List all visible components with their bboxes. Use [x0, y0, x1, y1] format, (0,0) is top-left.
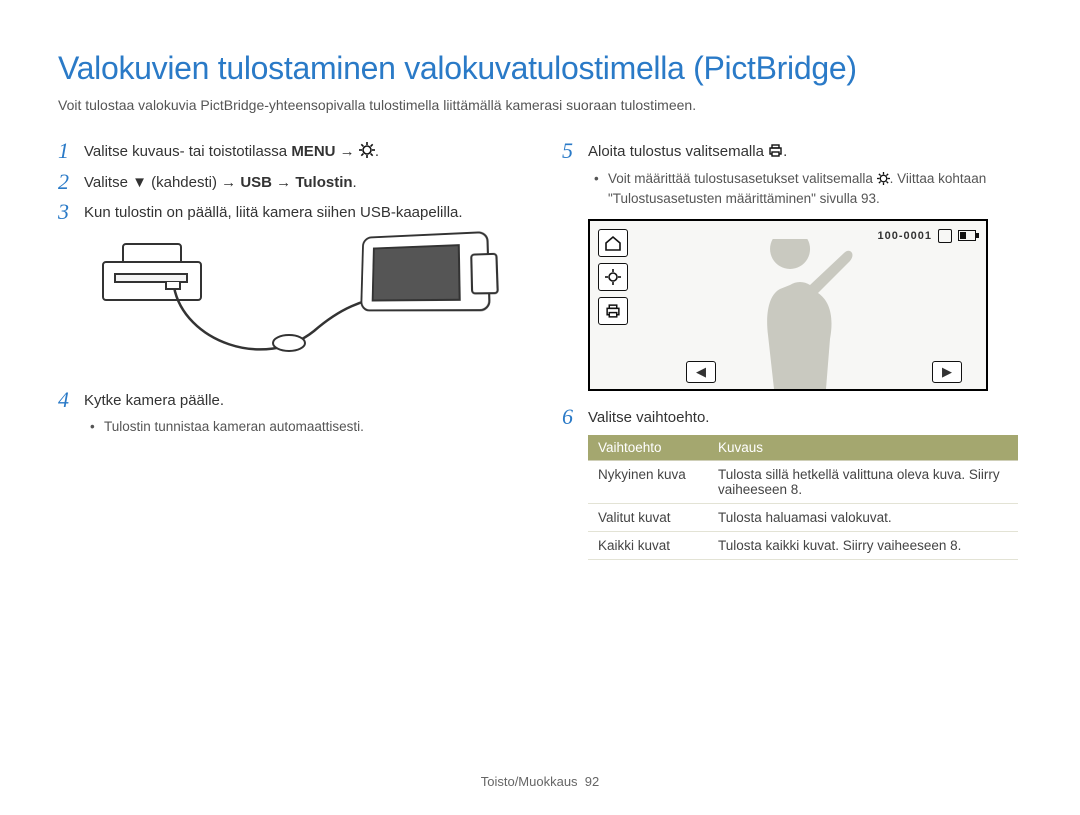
- printer-icon: [768, 143, 783, 164]
- nav-prev-button[interactable]: ◀: [686, 361, 716, 383]
- table-row: Kaikki kuvat Tulosta kaikki kuvat. Siirr…: [588, 531, 1018, 559]
- cell-description: Tulosta kaikki kuvat. Siirry vaiheeseen …: [708, 531, 1018, 559]
- home-icon[interactable]: [598, 229, 628, 257]
- step-2-mid1: (kahdesti) →: [147, 174, 240, 191]
- gear-icon[interactable]: [598, 263, 628, 291]
- footer-section: Toisto/Muokkaus: [481, 774, 578, 789]
- step-2-b1: USB: [240, 174, 272, 191]
- step-5-text: Aloita tulostus valitsemalla .: [588, 139, 787, 164]
- table-row: Valitut kuvat Tulosta haluamasi valokuva…: [588, 503, 1018, 531]
- step-1-pre: Valitse kuvaus- tai toistotilassa: [84, 143, 291, 160]
- printer-camera-diagram: [84, 231, 518, 376]
- step-4-bullets: Tulostin tunnistaa kameran automaattises…: [90, 418, 518, 436]
- cell-description: Tulosta sillä hetkellä valittuna oleva k…: [708, 460, 1018, 503]
- battery-icon: [958, 230, 976, 241]
- chevron-left-icon: ◀: [696, 364, 706, 380]
- down-icon: ▼: [132, 174, 147, 191]
- step-number: 4: [58, 388, 84, 412]
- step-1-text: Valitse kuvaus- tai toistotilassa MENU →…: [84, 139, 379, 164]
- page-footer: Toisto/Muokkaus 92: [0, 774, 1080, 789]
- step-2-post: .: [353, 174, 357, 191]
- arrow: →: [340, 143, 355, 160]
- col-header-option: Vaihtoehto: [588, 435, 708, 461]
- step-3-text: Kun tulostin on päällä, liitä kamera sii…: [84, 200, 463, 223]
- table-row: Nykyinen kuva Tulosta sillä hetkellä val…: [588, 460, 1018, 503]
- chevron-right-icon: ▶: [942, 364, 952, 380]
- step-4-bullet: Tulostin tunnistaa kameran automaattises…: [90, 418, 518, 436]
- step-number: 2: [58, 170, 84, 194]
- col-header-description: Kuvaus: [708, 435, 1018, 461]
- right-column: 5 Aloita tulostus valitsemalla . Voit mä…: [562, 139, 1022, 560]
- cell-description: Tulosta haluamasi valokuvat.: [708, 503, 1018, 531]
- step-6-text: Valitse vaihtoehto.: [588, 405, 709, 428]
- gear-icon: [877, 172, 890, 190]
- options-table: Vaihtoehto Kuvaus Nykyinen kuva Tulosta …: [588, 435, 1018, 560]
- cell-option: Valitut kuvat: [588, 503, 708, 531]
- gear-icon: [359, 142, 375, 164]
- step-4-text: Kytke kamera päälle.: [84, 388, 224, 411]
- step-number: 3: [58, 200, 84, 224]
- menu-label: MENU: [291, 143, 335, 160]
- cell-option: Nykyinen kuva: [588, 460, 708, 503]
- left-column: 1 Valitse kuvaus- tai toistotilassa MENU…: [58, 139, 518, 560]
- step-number: 5: [562, 139, 588, 163]
- step-5-bullet: Voit määrittää tulostusasetukset valitse…: [594, 170, 1022, 208]
- step-number: 6: [562, 405, 588, 429]
- step-2-pre: Valitse: [84, 174, 132, 191]
- step-5: 5 Aloita tulostus valitsemalla .: [562, 139, 1022, 164]
- step-5-post: .: [783, 143, 787, 160]
- page-root: Valokuvien tulostaminen valokuvatulostim…: [0, 0, 1080, 560]
- step-2-text: Valitse ▼ (kahdesti) → USB → Tulostin.: [84, 170, 357, 193]
- step-5-pre: Aloita tulostus valitsemalla: [588, 143, 768, 160]
- step-2: 2 Valitse ▼ (kahdesti) → USB → Tulostin.: [58, 170, 518, 194]
- page-subtitle: Voit tulostaa valokuvia PictBridge-yhtee…: [58, 97, 1022, 113]
- usb-cable-illustration: [164, 281, 394, 371]
- step-2-mid2: →: [272, 174, 295, 191]
- footer-page-number: 92: [585, 774, 599, 789]
- step-number: 1: [58, 139, 84, 163]
- step-1-post: .: [375, 143, 379, 160]
- child-silhouette: [700, 239, 900, 389]
- step-4: 4 Kytke kamera päälle.: [58, 388, 518, 412]
- step-3: 3 Kun tulostin on päällä, liitä kamera s…: [58, 200, 518, 224]
- camera-illustration: [360, 231, 491, 311]
- two-column-layout: 1 Valitse kuvaus- tai toistotilassa MENU…: [58, 139, 1022, 560]
- step-5-bullets: Voit määrittää tulostusasetukset valitse…: [594, 170, 1022, 208]
- table-header-row: Vaihtoehto Kuvaus: [588, 435, 1018, 461]
- sd-card-icon: [938, 229, 952, 243]
- step-5-bullet-pre: Voit määrittää tulostusasetukset valitse…: [608, 171, 877, 186]
- nav-next-button[interactable]: ▶: [932, 361, 962, 383]
- page-title: Valokuvien tulostaminen valokuvatulostim…: [58, 50, 1022, 87]
- step-2-b2: Tulostin: [295, 174, 352, 191]
- printer-icon[interactable]: [598, 297, 628, 325]
- cell-option: Kaikki kuvat: [588, 531, 708, 559]
- step-1: 1 Valitse kuvaus- tai toistotilassa MENU…: [58, 139, 518, 164]
- lcd-left-icons: [598, 229, 628, 325]
- step-6: 6 Valitse vaihtoehto.: [562, 405, 1022, 429]
- camera-lcd-preview: 100-0001 ◀ ▶: [588, 219, 988, 391]
